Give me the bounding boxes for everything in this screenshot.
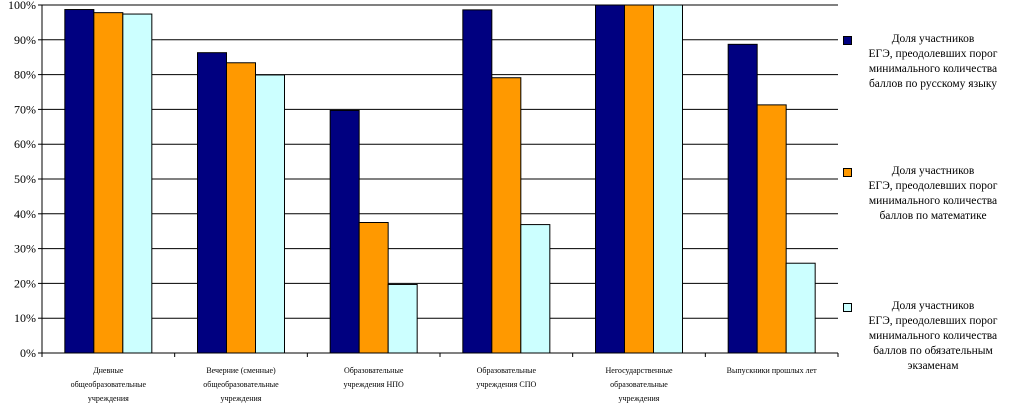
y-tick-label: 100%	[8, 0, 36, 12]
bar	[226, 62, 256, 354]
y-tick-label: 50%	[14, 172, 36, 186]
bar	[520, 224, 551, 354]
bar	[93, 12, 124, 354]
legend-label-mandatory: Доля участников ЕГЭ, преодолевших порог …	[868, 300, 998, 372]
y-tick-label: 70%	[14, 102, 36, 116]
y-tick-label: 80%	[14, 68, 36, 82]
x-category-label: Дневные общеобразовательные учреждения	[71, 366, 147, 403]
bar	[653, 4, 683, 354]
y-tick-label: 40%	[14, 207, 36, 221]
x-category-label: Образовательные учреждения НПО	[344, 366, 405, 389]
x-category-label: Образовательные учреждения СПО	[476, 366, 536, 389]
bar	[122, 13, 153, 354]
bar	[329, 109, 360, 354]
x-category-label: Негосударственные образовательные учрежден…	[606, 366, 673, 403]
x-category-label: Выпускники прошлых лет	[727, 366, 818, 375]
bar	[358, 222, 389, 354]
legend-swatch-mandatory	[843, 303, 852, 312]
bar-chart: 0% 10% 20% 30% 40% 50% 60% 70% 80% 90% 100% Дневные…	[8, 0, 839, 403]
y-tick-label: 20%	[14, 276, 36, 290]
bar	[785, 262, 816, 354]
bar	[727, 43, 758, 354]
legend-label-russian: Доля участников ЕГЭ, преодолевших порог …	[868, 33, 998, 90]
y-tick-label: 90%	[14, 33, 36, 47]
chart-legend: Доля участников ЕГЭ, преодолевших порог …	[843, 0, 1011, 404]
bar	[624, 4, 654, 354]
y-tick-label: 60%	[14, 137, 36, 151]
bar	[387, 283, 418, 354]
legend-swatch-russian	[843, 36, 852, 45]
bar	[756, 104, 787, 354]
bar	[197, 52, 227, 354]
x-category-label: Вечерние (сменные) общеобразовательные учр…	[203, 366, 279, 403]
legend-swatch-math	[843, 168, 852, 177]
y-tick-label: 30%	[14, 242, 36, 256]
y-tick-label: 10%	[14, 311, 36, 325]
legend-label-math: Доля участников ЕГЭ, преодолевших порог …	[868, 165, 998, 222]
bar	[64, 9, 95, 354]
bar	[255, 74, 285, 354]
bar	[462, 9, 493, 354]
y-tick-label: 0%	[20, 346, 36, 360]
bar	[595, 4, 625, 354]
bar	[491, 77, 522, 354]
